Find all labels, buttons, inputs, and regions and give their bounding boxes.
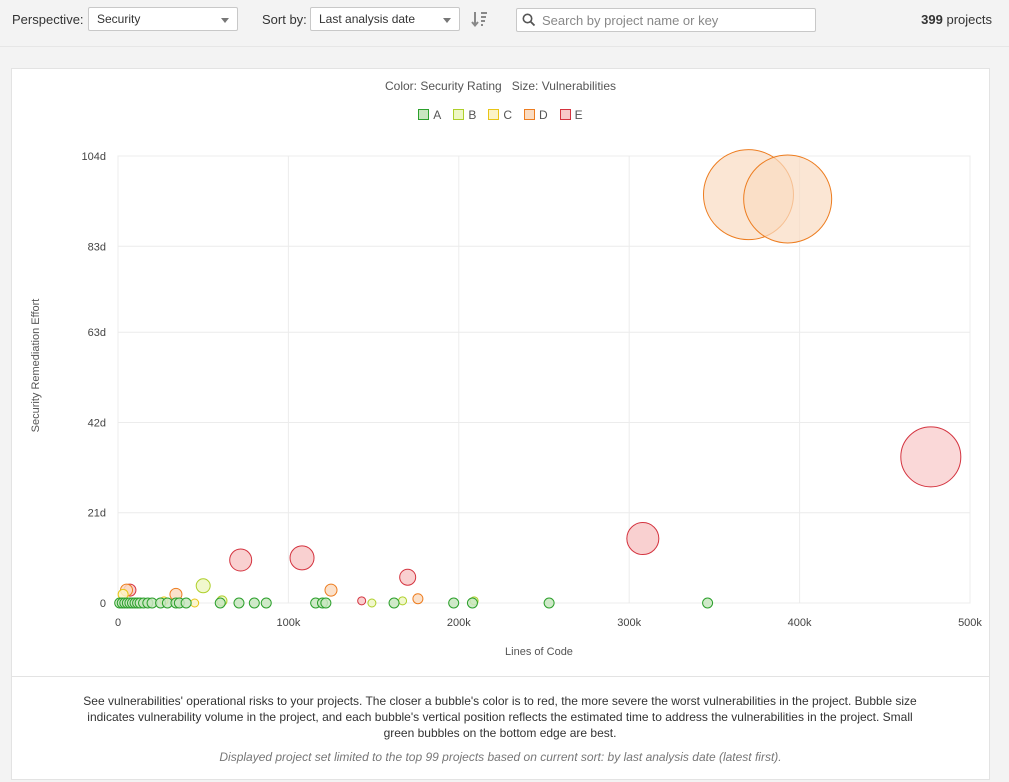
- perspective-select[interactable]: Security: [88, 7, 238, 31]
- bubble-chart: 0 21d 42d 63d 83d 104d 0 100k 200k 300k 400k 500k Li…: [30, 149, 982, 658]
- bubble-b[interactable]: [195, 578, 211, 594]
- project-count: 399 projects: [921, 12, 992, 27]
- search-icon: [522, 13, 536, 27]
- legend-item-d[interactable]: D: [524, 108, 548, 122]
- bubble-a[interactable]: [543, 597, 555, 609]
- x-tick-label: 500k: [958, 617, 982, 629]
- chart-description: See vulnerabilities' operational risks t…: [83, 694, 917, 740]
- bubble-d[interactable]: [412, 593, 424, 605]
- x-tick-label: 0: [115, 617, 121, 629]
- y-tick-label: 0: [100, 598, 106, 610]
- legend-label: B: [468, 108, 477, 122]
- legend-swatch: [559, 109, 571, 120]
- project-count-suffix: projects: [946, 12, 992, 27]
- perspective-label: Perspective:: [12, 12, 84, 27]
- legend-label: D: [539, 108, 548, 122]
- x-axis-label: Lines of Code: [505, 646, 573, 658]
- bubble-a[interactable]: [180, 597, 192, 609]
- bubble-e[interactable]: [289, 545, 315, 571]
- project-count-value: 399: [921, 12, 943, 27]
- bubble-d[interactable]: [324, 583, 338, 597]
- bubble-b[interactable]: [367, 598, 377, 608]
- sort-direction-icon[interactable]: [471, 10, 489, 28]
- chevron-down-icon: [221, 18, 229, 23]
- bubble-e[interactable]: [357, 596, 367, 606]
- legend-label: E: [574, 108, 583, 122]
- chart-note: Displayed project set limited to the top…: [219, 750, 782, 764]
- legend-swatch: [418, 109, 430, 120]
- bubble-e[interactable]: [229, 548, 253, 572]
- x-tick-label: 200k: [447, 617, 471, 629]
- sort-value: Last analysis date: [319, 12, 416, 26]
- legend-label: A: [433, 108, 442, 122]
- bubble-a[interactable]: [702, 597, 714, 609]
- bubble-a[interactable]: [260, 597, 272, 609]
- legend-item-c[interactable]: C: [488, 108, 512, 122]
- legend-swatch: [524, 109, 535, 120]
- bubble-a[interactable]: [233, 597, 245, 609]
- legend: A B C D E: [12, 108, 989, 122]
- bubble-a[interactable]: [466, 597, 478, 609]
- x-tick-label: 300k: [617, 617, 641, 629]
- plot-area: [117, 155, 971, 604]
- bubble-b[interactable]: [398, 596, 408, 606]
- bubble-a[interactable]: [320, 597, 332, 609]
- y-tick-label: 83d: [88, 241, 106, 253]
- search-input[interactable]: [516, 8, 816, 32]
- y-tick-label: 104d: [82, 151, 106, 163]
- legend-item-e[interactable]: E: [559, 108, 583, 122]
- y-tick-label: 21d: [88, 508, 106, 520]
- sort-select[interactable]: Last analysis date: [310, 7, 460, 31]
- legend-item-a[interactable]: A: [418, 108, 441, 122]
- toolbar: Perspective: Security Sort by: Last anal…: [0, 0, 1009, 47]
- x-tick-label: 400k: [788, 617, 812, 629]
- chart-panel: Color: Security Rating Size: Vulnerabili…: [11, 68, 990, 780]
- bubble-e[interactable]: [399, 568, 417, 586]
- x-tick-label: 100k: [276, 617, 300, 629]
- legend-swatch: [453, 109, 465, 120]
- bubble-c[interactable]: [190, 598, 200, 608]
- bubble-e[interactable]: [900, 426, 962, 488]
- legend-subtitle: Color: Security Rating Size: Vulnerabili…: [385, 79, 616, 93]
- bubble-a[interactable]: [248, 597, 260, 609]
- y-tick-label: 63d: [88, 327, 106, 339]
- perspective-value: Security: [97, 12, 141, 26]
- bubble-a[interactable]: [214, 597, 226, 609]
- bubble-a[interactable]: [388, 597, 400, 609]
- y-axis-label: Security Remediation Effort: [30, 299, 42, 433]
- legend-swatch: [488, 109, 500, 120]
- divider: [12, 676, 989, 677]
- bubble-e[interactable]: [626, 522, 660, 556]
- bubble-d[interactable]: [743, 154, 833, 244]
- legend-label: C: [503, 108, 512, 122]
- bubble-a[interactable]: [448, 597, 460, 609]
- y-tick-label: 42d: [88, 417, 106, 429]
- chevron-down-icon: [443, 18, 451, 23]
- legend-item-b[interactable]: B: [453, 108, 476, 122]
- sort-label: Sort by:: [262, 12, 307, 27]
